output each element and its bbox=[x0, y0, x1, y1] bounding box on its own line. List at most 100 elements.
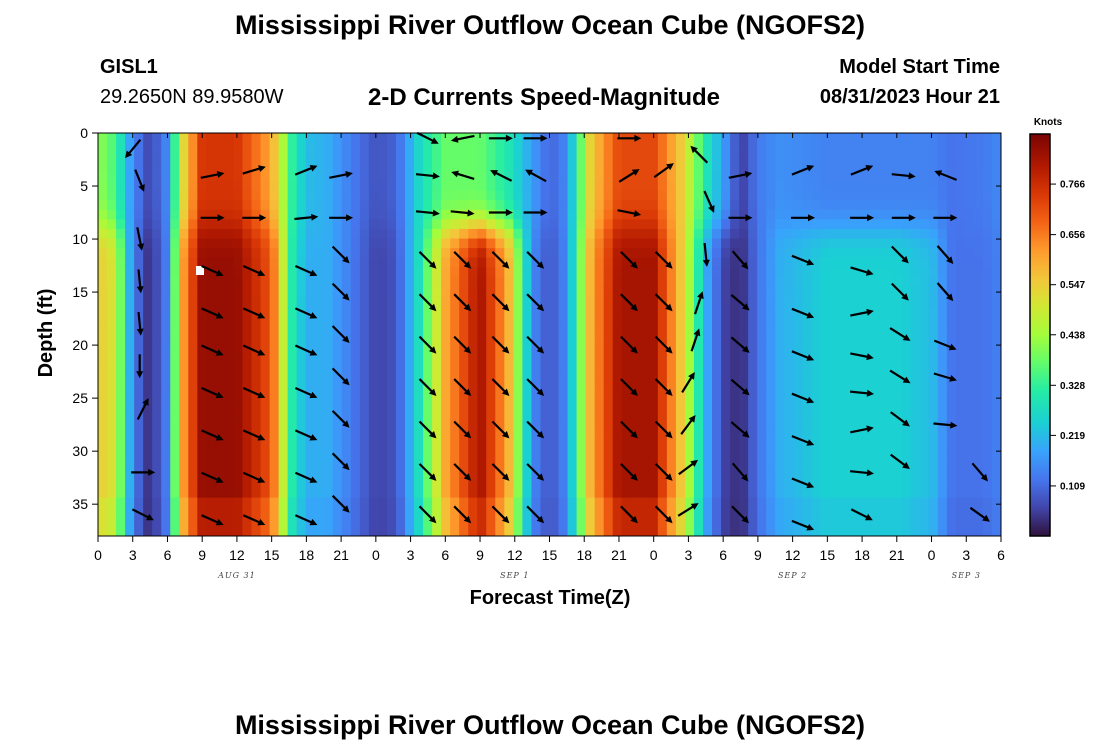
heatmap-cell bbox=[359, 497, 370, 508]
heatmap-cell bbox=[296, 516, 307, 528]
heatmap-cell bbox=[224, 449, 235, 460]
heatmap-cell bbox=[730, 344, 740, 355]
heatmap-cell bbox=[251, 401, 262, 412]
heatmap-cell bbox=[567, 468, 578, 480]
heatmap-cell bbox=[540, 372, 551, 384]
heatmap-cell bbox=[648, 363, 659, 374]
heatmap-cell bbox=[486, 334, 496, 345]
heatmap-cell bbox=[784, 315, 794, 326]
heatmap-cell bbox=[739, 420, 749, 432]
heatmap-cell bbox=[982, 478, 993, 489]
heatmap-cell bbox=[233, 190, 244, 201]
heatmap-cell bbox=[865, 133, 876, 144]
heatmap-cell bbox=[775, 248, 785, 259]
heatmap-cell bbox=[170, 228, 180, 240]
heatmap-cell bbox=[161, 228, 171, 240]
heatmap-cell bbox=[892, 190, 903, 201]
heatmap-cell bbox=[224, 161, 235, 172]
heatmap-cell bbox=[585, 344, 596, 355]
heatmap-cell bbox=[188, 488, 198, 499]
heatmap-cell bbox=[350, 286, 361, 297]
heatmap-cell bbox=[296, 324, 307, 336]
heatmap-cell bbox=[964, 267, 975, 278]
heatmap-cell bbox=[910, 411, 921, 422]
heatmap-cell bbox=[215, 315, 226, 326]
heatmap-cell bbox=[757, 411, 767, 422]
current-vector bbox=[891, 214, 916, 222]
heatmap-cell bbox=[206, 382, 216, 393]
heatmap-cell bbox=[648, 430, 659, 441]
current-vector bbox=[136, 269, 144, 294]
heatmap-cell bbox=[991, 161, 1001, 172]
heatmap-cell bbox=[901, 353, 912, 364]
heatmap-cell bbox=[107, 526, 117, 536]
heatmap-cell bbox=[414, 353, 424, 364]
heatmap-cell bbox=[450, 190, 460, 201]
heatmap-cell bbox=[269, 161, 280, 172]
heatmap-cell bbox=[937, 228, 948, 240]
heatmap-cell bbox=[892, 257, 903, 268]
heatmap-cell bbox=[775, 190, 785, 201]
model-start-value: 08/31/2023 Hour 21 bbox=[819, 86, 1000, 108]
heatmap-cell bbox=[558, 296, 569, 307]
heatmap-cell bbox=[928, 459, 939, 470]
heatmap-cell bbox=[847, 142, 858, 153]
heatmap-cell bbox=[314, 133, 325, 144]
heatmap-cell bbox=[982, 411, 993, 422]
heatmap-cell bbox=[937, 478, 948, 489]
heatmap-cell bbox=[991, 334, 1001, 345]
heatmap-cell bbox=[359, 152, 370, 163]
heatmap-cell bbox=[730, 353, 740, 364]
heatmap-cell bbox=[739, 382, 749, 393]
heatmap-cell bbox=[657, 200, 668, 211]
x-axis-label: Forecast Time(Z) bbox=[470, 587, 631, 609]
heatmap-cell bbox=[585, 420, 596, 432]
heatmap-cell bbox=[197, 180, 207, 192]
heatmap-cell bbox=[883, 142, 894, 153]
heatmap-cell bbox=[260, 449, 271, 460]
heatmap-cell bbox=[278, 315, 289, 326]
heatmap-cell bbox=[937, 497, 948, 508]
heatmap-cell bbox=[206, 372, 216, 384]
heatmap-cell bbox=[757, 440, 767, 451]
heatmap-cell bbox=[116, 478, 126, 489]
heatmap-cell bbox=[973, 142, 984, 153]
heatmap-cell bbox=[847, 324, 858, 336]
heatmap-cell bbox=[973, 497, 984, 508]
heatmap-cell bbox=[125, 296, 135, 307]
heatmap-cell bbox=[278, 276, 289, 288]
heatmap-cell bbox=[359, 526, 370, 536]
heatmap-cell bbox=[305, 238, 316, 249]
y-axis-label: Depth (ft) bbox=[35, 289, 57, 378]
heatmap-cell bbox=[206, 219, 216, 230]
heatmap-cell bbox=[323, 497, 334, 508]
heatmap-cell bbox=[991, 392, 1001, 403]
heatmap-cell bbox=[937, 411, 948, 422]
heatmap-cell bbox=[386, 488, 397, 499]
heatmap-cell bbox=[892, 516, 903, 528]
heatmap-cell bbox=[657, 180, 668, 192]
current-vector bbox=[294, 213, 319, 221]
heatmap-cell bbox=[730, 219, 740, 230]
heatmap-cell bbox=[359, 334, 370, 345]
heatmap-cell bbox=[757, 488, 767, 499]
heatmap-cell bbox=[793, 200, 803, 211]
heatmap-cell bbox=[973, 507, 984, 518]
heatmap-cell bbox=[522, 526, 533, 536]
heatmap-cell bbox=[423, 430, 433, 441]
heatmap-cell bbox=[486, 142, 496, 153]
heatmap-cell bbox=[368, 248, 379, 259]
heatmap-cell bbox=[459, 209, 469, 220]
heatmap-cell bbox=[143, 401, 153, 412]
heatmap-cell bbox=[296, 449, 307, 460]
heatmap-cell bbox=[450, 209, 460, 220]
heatmap-cell bbox=[721, 305, 731, 316]
heatmap-cell bbox=[432, 449, 442, 460]
heatmap-cell bbox=[549, 449, 560, 460]
heatmap-cell bbox=[838, 180, 849, 192]
heatmap-cell bbox=[359, 180, 370, 192]
heatmap-cell bbox=[964, 209, 975, 220]
heatmap-cell bbox=[684, 296, 695, 307]
heatmap-cell bbox=[341, 267, 352, 278]
heatmap-cell bbox=[982, 334, 993, 345]
